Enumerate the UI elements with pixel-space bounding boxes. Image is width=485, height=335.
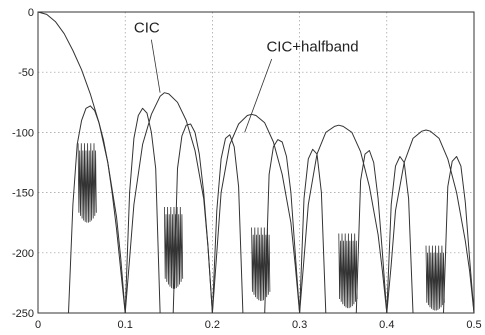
series-layer: [37, 11, 475, 314]
annotation-halfband-pointer: [244, 58, 273, 133]
x-tick-label: 0.4: [379, 319, 394, 331]
series-halfband-lobe-0: [68, 105, 126, 314]
series-halfband-ripple-2: [251, 227, 271, 301]
series-halfband-lobe-4: [264, 139, 301, 314]
x-tick-label: 0.2: [205, 319, 220, 331]
series-cic-line: [37, 11, 475, 314]
series-halfband-lobe-1: [124, 107, 161, 314]
y-tick-label: 0: [28, 7, 34, 19]
series-halfband-lobe-2: [172, 123, 213, 314]
y-axis-ticks: 0 -50 -100 -150 -200 -250: [12, 7, 34, 320]
plot-frame: [37, 11, 475, 314]
series-halfband-lobe-3: [211, 134, 244, 314]
series-halfband-ripple-0: [77, 143, 97, 223]
x-tick-label: 0.3: [292, 319, 307, 331]
series-halfband-ripple-1: [164, 206, 184, 289]
annotations: CIC CIC+halfband: [134, 19, 359, 133]
x-tick-label: 0.1: [118, 319, 133, 331]
y-tick-label: -200: [12, 248, 34, 260]
y-tick-label: -250: [12, 308, 34, 320]
annotation-cic-label: CIC: [134, 19, 160, 36]
x-tick-label: 0: [35, 319, 41, 331]
annotation-halfband-label: CIC+halfband: [266, 39, 358, 56]
y-tick-label: -50: [18, 67, 34, 79]
series-halfband-lobe-8: [443, 156, 475, 314]
series-halfband-ripple-3: [338, 233, 358, 309]
series-halfband-lobe-7: [386, 156, 414, 314]
y-tick-label: -100: [12, 127, 34, 139]
annotation-cic-pointer: [150, 39, 161, 93]
y-tick-label: -150: [12, 188, 34, 200]
series-halfband-ripple-4: [425, 245, 445, 311]
x-tick-label: 0.5: [466, 319, 481, 331]
series-halfband-lobe-6: [355, 150, 388, 314]
x-axis-ticks: 0 0.1 0.2 0.3 0.4 0.5: [35, 319, 482, 331]
series-halfband-lobe-5: [299, 148, 327, 314]
